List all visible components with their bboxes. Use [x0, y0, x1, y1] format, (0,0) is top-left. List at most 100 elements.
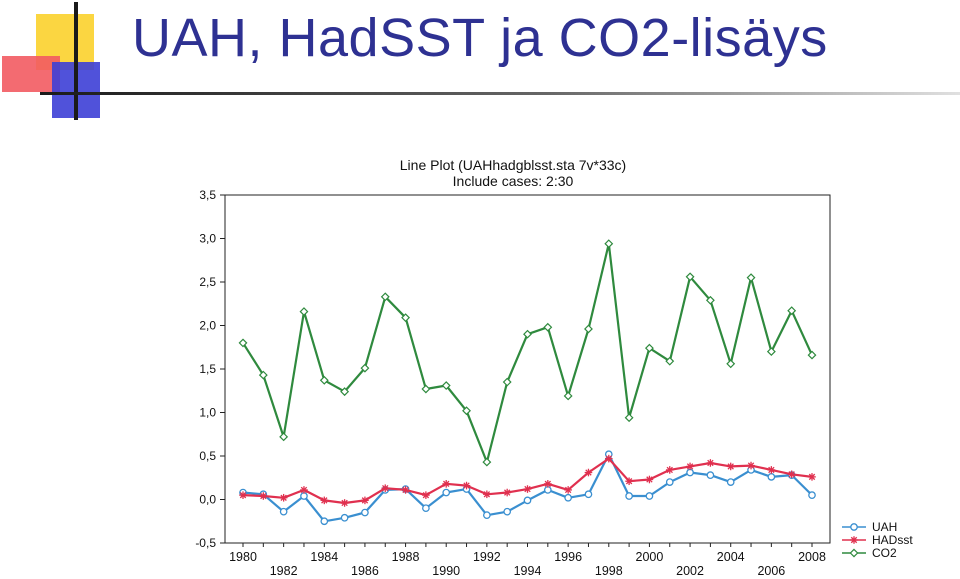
x-tick-label: 2000: [636, 550, 664, 564]
data-point-co2: [279, 432, 289, 442]
data-point-co2: [726, 359, 736, 369]
data-point-co2: [319, 375, 329, 385]
slide-title: UAH, HadSST ja CO2-lisäys: [132, 8, 828, 68]
data-point-co2: [685, 272, 695, 282]
data-point-uah: [340, 513, 349, 522]
data-point-uah: [442, 488, 451, 497]
data-point-co2: [665, 356, 675, 366]
data-point-uah: [808, 491, 816, 499]
data-point-hadsst: [686, 462, 694, 471]
x-tick-label: 1982: [270, 564, 298, 578]
x-tick-label: 2002: [676, 564, 704, 578]
data-point-uah: [686, 468, 694, 477]
data-point-co2: [563, 391, 573, 401]
data-point-co2: [258, 370, 268, 380]
x-tick-label: 1998: [595, 564, 623, 578]
data-point-co2: [787, 306, 797, 316]
data-point-co2: [604, 239, 614, 249]
series-layer: [238, 239, 817, 526]
data-point-hadsst: [625, 477, 633, 486]
data-point-hadsst: [726, 462, 735, 471]
y-tick-label: 0,5: [199, 449, 216, 463]
y-tick-label: 0,0: [199, 493, 216, 507]
data-point-uah: [422, 504, 430, 513]
data-point-hadsst: [767, 466, 776, 474]
data-point-uah: [483, 511, 491, 520]
data-point-co2: [421, 384, 431, 394]
data-point-co2: [441, 381, 451, 390]
data-point-hadsst: [503, 488, 511, 497]
x-tick-label: 1994: [514, 564, 542, 578]
data-point-hadsst: [706, 459, 715, 467]
data-point-hadsst: [483, 490, 491, 499]
data-point-hadsst: [808, 473, 816, 481]
data-point-co2: [299, 307, 309, 317]
data-point-uah: [726, 478, 735, 486]
x-tick-label: 2004: [717, 550, 745, 564]
data-point-co2: [380, 292, 390, 302]
data-point-co2: [705, 295, 715, 305]
data-point-hadsst: [422, 491, 430, 499]
data-point-uah: [320, 517, 329, 526]
data-point-co2: [462, 406, 471, 416]
slide-decoration: [2, 2, 140, 120]
data-point-hadsst: [604, 454, 613, 463]
legend-label-co2: CO2: [872, 546, 897, 560]
y-tick-label: 2,5: [199, 275, 216, 289]
data-point-co2: [238, 338, 248, 348]
data-point-hadsst: [787, 470, 796, 479]
data-point-co2: [340, 387, 350, 397]
x-tick-label: 2008: [798, 550, 826, 564]
data-point-hadsst: [645, 475, 654, 484]
x-tick-label: 1996: [554, 550, 582, 564]
y-tick-label: -0,5: [195, 536, 216, 550]
legend-label-uah: UAH: [872, 520, 897, 534]
x-tick-label: 2006: [757, 564, 785, 578]
data-point-uah: [543, 486, 552, 494]
data-point-co2: [584, 324, 593, 334]
x-tick-label: 1986: [351, 564, 379, 578]
title-underline: [40, 92, 960, 95]
data-point-uah: [503, 507, 512, 516]
data-point-uah: [300, 492, 308, 500]
data-point-uah: [625, 492, 633, 500]
data-point-uah: [665, 478, 674, 486]
data-point-hadsst: [523, 485, 532, 493]
data-point-hadsst: [462, 481, 471, 490]
data-point-co2: [644, 343, 654, 353]
data-point-co2: [543, 322, 553, 332]
x-tick-label: 1984: [310, 550, 338, 564]
data-point-uah: [564, 493, 572, 502]
legend-marker-co2: [849, 548, 859, 558]
data-point-hadsst: [239, 491, 247, 499]
data-point-hadsst: [442, 480, 451, 488]
y-tick-label: 3,0: [199, 232, 216, 246]
deco-vertical-bar: [74, 2, 78, 120]
data-point-uah: [767, 473, 776, 481]
legend-marker-hadsst: [850, 536, 858, 544]
data-point-co2: [807, 350, 817, 360]
data-point-co2: [502, 377, 512, 387]
data-point-hadsst: [361, 496, 369, 505]
data-point-uah: [361, 508, 369, 517]
data-point-uah: [279, 507, 288, 516]
data-point-hadsst: [381, 484, 390, 492]
data-point-co2: [746, 273, 756, 283]
data-point-hadsst: [300, 486, 308, 494]
x-tick-label: 1992: [473, 550, 501, 564]
deco-red-square: [2, 56, 60, 92]
y-tick-label: 2,0: [199, 319, 216, 333]
data-point-co2: [401, 313, 411, 323]
data-point-co2: [766, 347, 776, 357]
data-point-hadsst: [544, 480, 552, 488]
y-tick-label: 3,5: [199, 188, 216, 202]
data-point-hadsst: [279, 493, 288, 502]
data-point-hadsst: [564, 486, 572, 494]
data-point-hadsst: [320, 496, 329, 505]
x-tick-label: 1980: [229, 550, 257, 564]
chart-title: Line Plot (UAHhadgblsst.sta 7v*33c): [400, 157, 626, 173]
axes-layer: -0,5 0,0 0,5 1,0 1,5 2,0 2,5 3,0 3,5 1980 1984 1988…: [195, 188, 826, 578]
data-point-uah: [645, 492, 654, 500]
data-point-co2: [360, 363, 370, 373]
